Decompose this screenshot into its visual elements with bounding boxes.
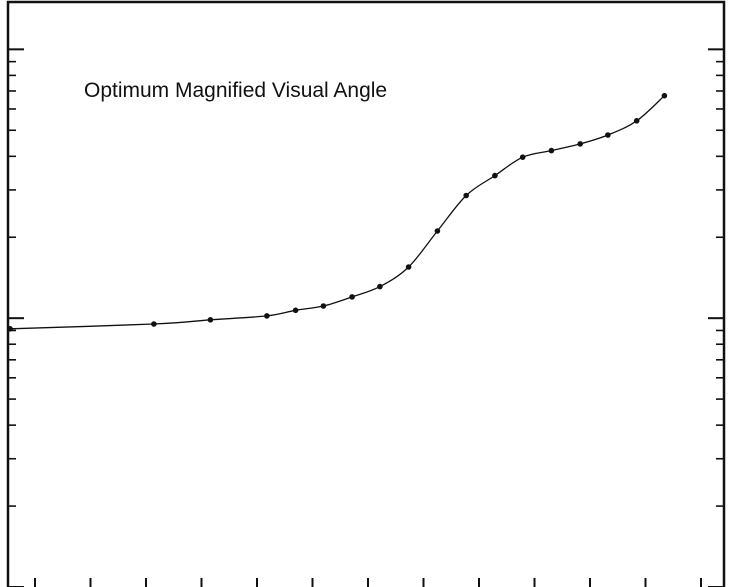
data-point xyxy=(577,141,583,147)
plot-frame xyxy=(6,0,726,587)
data-point xyxy=(264,313,270,319)
data-point xyxy=(405,264,412,270)
data-point xyxy=(633,118,640,124)
data-point xyxy=(377,283,383,290)
data-point xyxy=(519,154,526,160)
data-point xyxy=(492,172,498,179)
data-point xyxy=(349,294,355,300)
data-point xyxy=(661,92,668,99)
data-point xyxy=(463,192,470,199)
data-point xyxy=(605,132,611,138)
tick-marks xyxy=(8,48,724,587)
data-point xyxy=(434,228,441,234)
data-point xyxy=(320,303,327,309)
data-point xyxy=(207,317,214,323)
data-point xyxy=(151,321,157,327)
data-point xyxy=(548,147,555,154)
chart-title: Optimum Magnified Visual Angle xyxy=(84,79,387,102)
data-points xyxy=(7,92,668,332)
data-point xyxy=(292,307,299,314)
